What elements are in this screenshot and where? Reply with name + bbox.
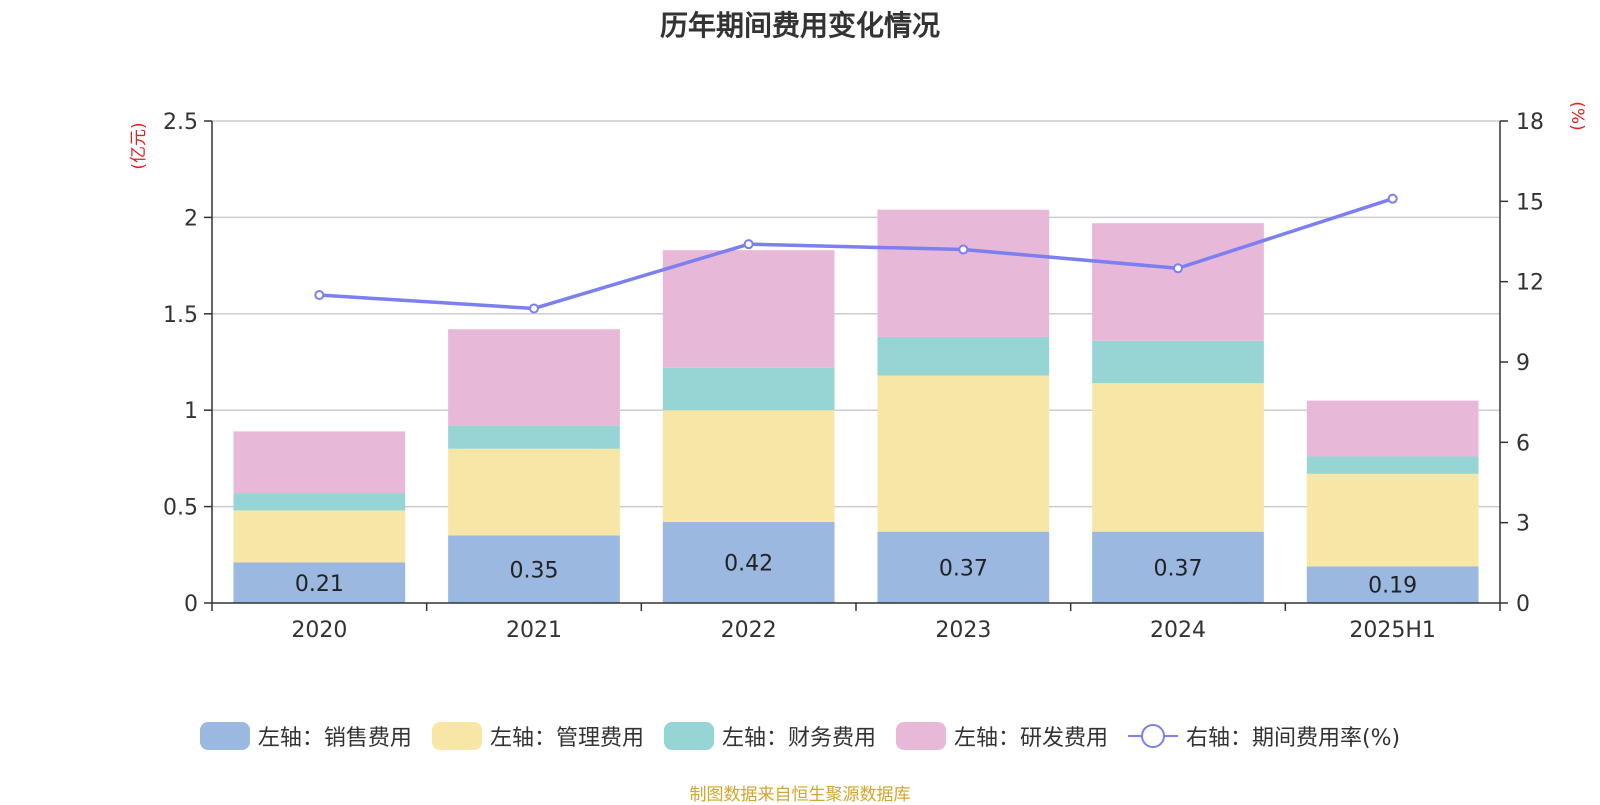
legend-item: 左轴：销售费用 bbox=[199, 720, 412, 752]
bar-segment bbox=[1092, 223, 1264, 341]
bar-segment bbox=[877, 375, 1050, 532]
bar-segment bbox=[1306, 456, 1479, 474]
right-tick-label: 18 bbox=[1516, 110, 1544, 135]
bar-segment bbox=[1092, 340, 1264, 384]
x-tick-label: 2023 bbox=[935, 618, 991, 643]
legend-swatch bbox=[431, 722, 482, 750]
bar-segment bbox=[233, 431, 406, 494]
bar-segment bbox=[662, 250, 835, 368]
right-axis-label: (%) bbox=[1567, 101, 1587, 130]
right-tick-label: 12 bbox=[1516, 271, 1544, 296]
x-tick-label: 2025H1 bbox=[1349, 618, 1436, 643]
legend-label: 右轴：期间费用率(%) bbox=[1185, 726, 1401, 751]
rate-point bbox=[1173, 263, 1183, 274]
bar-segment bbox=[877, 336, 1050, 376]
legend-line-marker bbox=[1127, 724, 1178, 748]
bar-segment bbox=[1306, 473, 1479, 567]
legend-item: 右轴：期间费用率(%) bbox=[1127, 720, 1401, 752]
legend-label: 左轴：销售费用 bbox=[257, 726, 412, 751]
rate-point bbox=[743, 239, 754, 250]
bar-segment bbox=[1306, 400, 1479, 457]
rate-line bbox=[319, 196, 1394, 311]
bar-data-label: 0.21 bbox=[295, 572, 344, 597]
bar-segment bbox=[233, 562, 406, 603]
bar-segment bbox=[662, 410, 835, 523]
bar-segment bbox=[233, 493, 406, 511]
source-note: 制图数据来自恒生聚源数据库 bbox=[689, 785, 911, 805]
bar-segment bbox=[448, 329, 620, 426]
bar-data-label: 0.42 bbox=[724, 552, 773, 577]
legend: 左轴：销售费用 左轴：管理费用 左轴：财务费用 左轴：研发费用 右轴：期间费用率(%) bbox=[0, 720, 1600, 752]
bar-segment bbox=[1306, 566, 1479, 603]
bar-segment bbox=[1092, 383, 1264, 532]
legend-swatch bbox=[663, 722, 714, 750]
left-axis-label: (亿元) bbox=[129, 122, 149, 169]
right-tick-label: 6 bbox=[1516, 431, 1530, 456]
x-tick-label: 2022 bbox=[721, 618, 777, 643]
left-tick-label: 2 bbox=[184, 206, 198, 231]
bar-segment bbox=[448, 448, 620, 536]
bar-segment bbox=[877, 531, 1050, 603]
legend-label: 左轴：财务费用 bbox=[721, 726, 876, 751]
left-tick-label: 1.5 bbox=[163, 303, 198, 328]
legend-label: 左轴：研发费用 bbox=[953, 726, 1108, 751]
legend-swatch bbox=[199, 722, 250, 750]
chart-title: 历年期间费用变化情况 bbox=[659, 9, 940, 42]
bar-data-label: 0.35 bbox=[510, 558, 559, 583]
rate-point bbox=[958, 244, 969, 255]
right-tick-label: 15 bbox=[1516, 190, 1544, 215]
left-tick-label: 0.5 bbox=[163, 496, 198, 521]
bar-segment bbox=[233, 510, 406, 563]
rate-point bbox=[314, 290, 325, 301]
bar-segment bbox=[662, 522, 835, 603]
bar-data-label: 0.37 bbox=[1154, 556, 1203, 581]
bar-segment bbox=[877, 209, 1050, 337]
right-tick-label: 0 bbox=[1516, 592, 1530, 617]
bar-segment bbox=[448, 425, 620, 449]
bar-segment bbox=[1092, 531, 1264, 603]
legend-label: 左轴：管理费用 bbox=[489, 726, 644, 751]
left-tick-label: 1 bbox=[184, 399, 198, 424]
legend-item: 左轴：管理费用 bbox=[431, 720, 644, 752]
left-tick-label: 0 bbox=[184, 592, 198, 617]
bar-data-label: 0.19 bbox=[1368, 574, 1417, 599]
legend-item: 左轴：财务费用 bbox=[663, 720, 876, 752]
rate-point bbox=[529, 303, 539, 314]
x-tick-label: 2021 bbox=[506, 618, 562, 643]
left-tick-label: 2.5 bbox=[163, 110, 198, 135]
legend-item: 左轴：研发费用 bbox=[895, 720, 1108, 752]
right-tick-label: 9 bbox=[1516, 351, 1530, 376]
bar-segment bbox=[662, 367, 835, 411]
rate-point bbox=[1387, 193, 1398, 204]
right-tick-label: 3 bbox=[1516, 512, 1530, 537]
x-tick-label: 2024 bbox=[1150, 618, 1206, 643]
bar-segment bbox=[448, 535, 620, 603]
legend-swatch bbox=[895, 722, 946, 750]
bar-data-label: 0.37 bbox=[939, 556, 988, 581]
x-tick-label: 2020 bbox=[291, 618, 347, 643]
